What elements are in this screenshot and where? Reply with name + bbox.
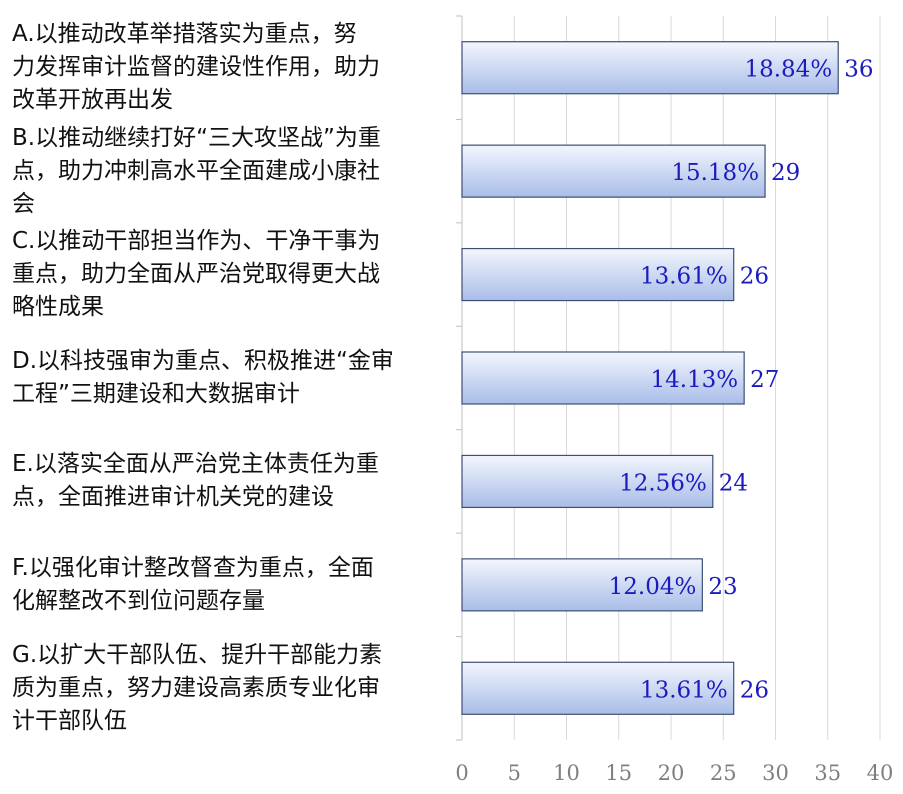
axes [456,15,463,741]
x-axis-ticks: 0 5 10 15 20 25 30 35 40 [455,761,893,785]
bar-b [461,144,766,198]
percent-label-b: 15.18% [671,160,759,186]
category-label-g: G.以扩大干部队伍、提升干部能力素 质为重点，努力建设高素质专业化审 计干部队伍 [12,641,383,734]
bars [461,41,839,715]
percent-label-d: 14.13% [650,367,738,393]
x-tick-label-3: 15 [605,761,632,785]
value-label-g: 26 [740,677,769,703]
value-label-a: 36 [844,57,873,83]
bar-f [461,558,703,612]
bar-g [461,661,735,715]
category-label-e: E.以落实全面从严治党主体责任为重 点，全面推进审计机关党的建设 [12,451,379,511]
percent-label-a: 18.84% [744,57,832,83]
x-tick-label-7: 35 [814,761,841,785]
x-tick-label-8: 40 [867,761,894,785]
value-label-c: 26 [740,264,769,290]
x-tick-label-1: 5 [508,761,521,785]
category-label-f: F.以强化审计整改督查为重点，全面 化解整改不到位问题存量 [12,554,374,614]
x-tick-label-6: 30 [762,761,789,785]
x-tick-label-5: 25 [710,761,737,785]
x-tick-label-4: 20 [658,761,685,785]
value-label-d: 27 [750,367,779,393]
category-label-a: A.以推动改革举措落实为重点，努 力发挥审计监督的建设性作用，助力 改革开放再出… [12,21,380,114]
percent-label-g: 13.61% [640,677,728,703]
x-tick-label-0: 0 [455,761,468,785]
percent-label-f: 12.04% [609,574,697,600]
bar-c [461,247,735,302]
bar-e [461,454,714,509]
value-label-b: 29 [771,160,800,186]
bar-a [461,41,839,95]
value-label-f: 23 [708,574,737,600]
category-label-b: B.以推动继续打好“三大攻坚战”为重 点，助力冲刺高水平全面建成小康社 会 [12,124,381,217]
category-label-d: D.以科技强审为重点、积极推进“金审 工程”三期建设和大数据审计 [12,348,394,407]
percent-label-c: 13.61% [640,264,728,290]
value-label-e: 24 [719,470,748,496]
data-labels: 18.84% 36 15.18% 29 13.61% 26 14.13% 27 12.56% 24… [609,57,874,704]
bar-d [461,351,745,405]
category-label-c: C.以推动干部担当作为、干净干事为 重点，助力全面从严治党取得更大战 略性成果 [12,228,381,321]
percent-label-e: 12.56% [619,470,707,496]
x-tick-label-2: 10 [553,761,580,785]
